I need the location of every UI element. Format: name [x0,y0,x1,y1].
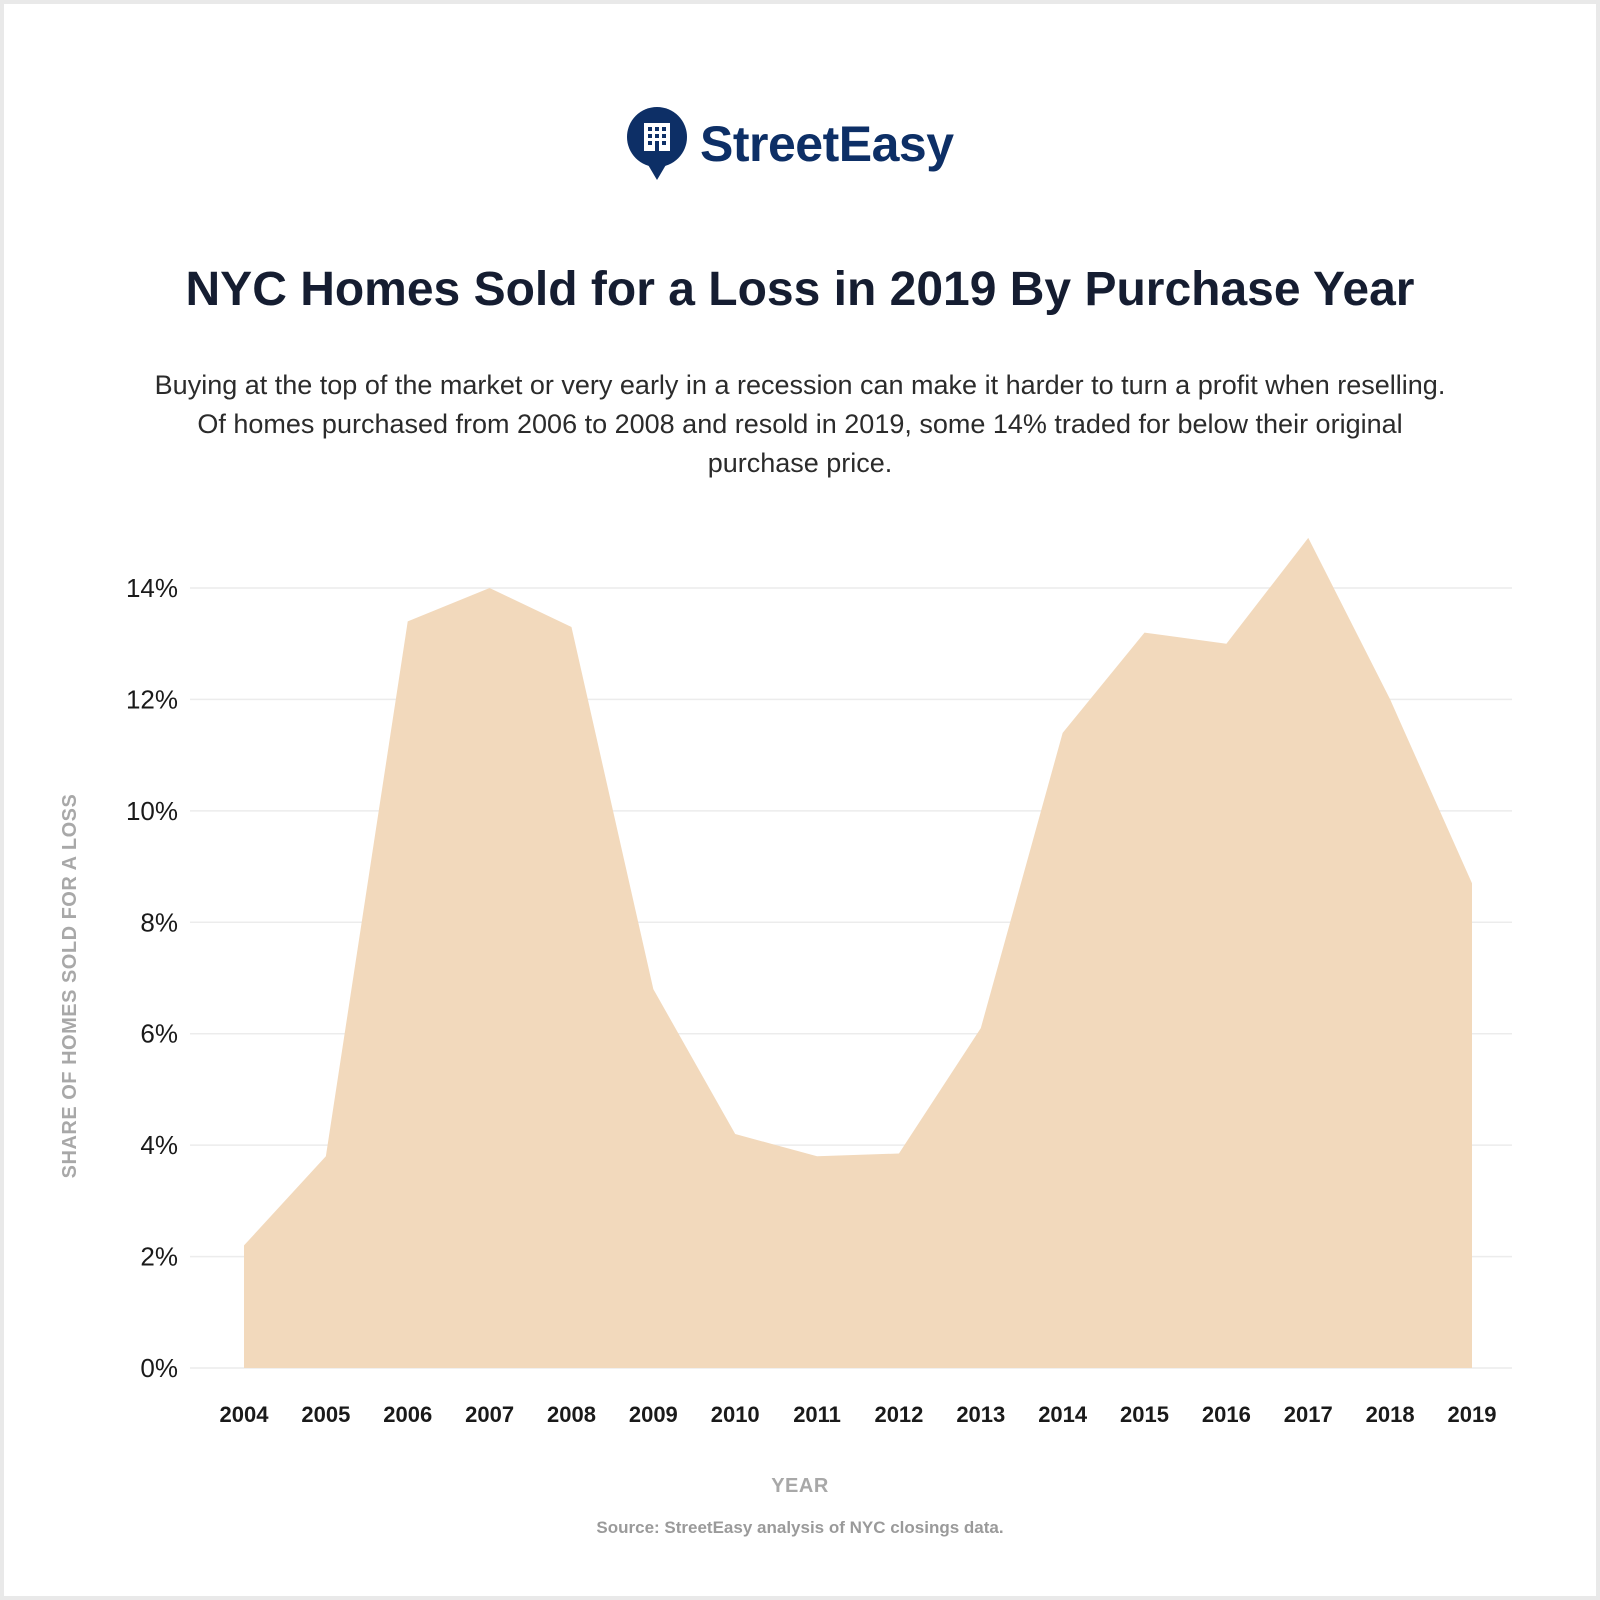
x-axis-title: YEAR [771,1475,829,1497]
x-tick-label: 2015 [1120,1402,1169,1427]
y-tick-label: 2% [140,1242,178,1272]
y-tick-label: 14% [126,573,178,603]
y-tick-label: 0% [140,1353,178,1383]
x-tick-label: 2008 [547,1402,596,1427]
chart-title: NYC Homes Sold for a Loss in 2019 By Pur… [185,263,1415,316]
x-tick-label: 2004 [220,1402,270,1427]
y-axis-ticks: 0% 2% 4% 6% 8% 10% 12% 14% [126,573,178,1383]
x-tick-label: 2005 [301,1402,350,1427]
area-series [244,537,1472,1368]
y-tick-label: 10% [126,796,178,826]
streeteasy-logo: StreetEasy [626,106,954,182]
source-note: Source: StreetEasy analysis of NYC closi… [596,1518,1004,1537]
x-tick-label: 2017 [1284,1402,1333,1427]
y-tick-label: 4% [140,1130,178,1160]
x-axis-ticks: 2004 2005 2006 2007 2008 2009 2010 2011 2012 2013… [220,1402,1497,1427]
y-axis-title: SHARE OF HOMES SOLD FOR A LOSS [59,794,81,1179]
building-pin-icon [627,107,687,180]
brand-name: StreetEasy [700,116,954,172]
x-tick-label: 2011 [793,1402,841,1427]
x-tick-label: 2019 [1448,1402,1497,1427]
x-tick-label: 2007 [465,1402,514,1427]
y-tick-label: 12% [126,684,178,714]
x-tick-label: 2014 [1038,1402,1088,1427]
x-tick-label: 2012 [874,1402,923,1427]
y-tick-label: 6% [140,1019,178,1049]
chart-subtitle: Buying at the top of the market or very … [154,370,1446,478]
x-tick-label: 2013 [956,1402,1005,1427]
x-tick-label: 2018 [1366,1402,1415,1427]
x-tick-label: 2006 [383,1402,432,1427]
x-tick-label: 2016 [1202,1402,1251,1427]
x-tick-label: 2009 [629,1402,678,1427]
x-tick-label: 2010 [711,1402,760,1427]
y-tick-label: 8% [140,907,178,937]
